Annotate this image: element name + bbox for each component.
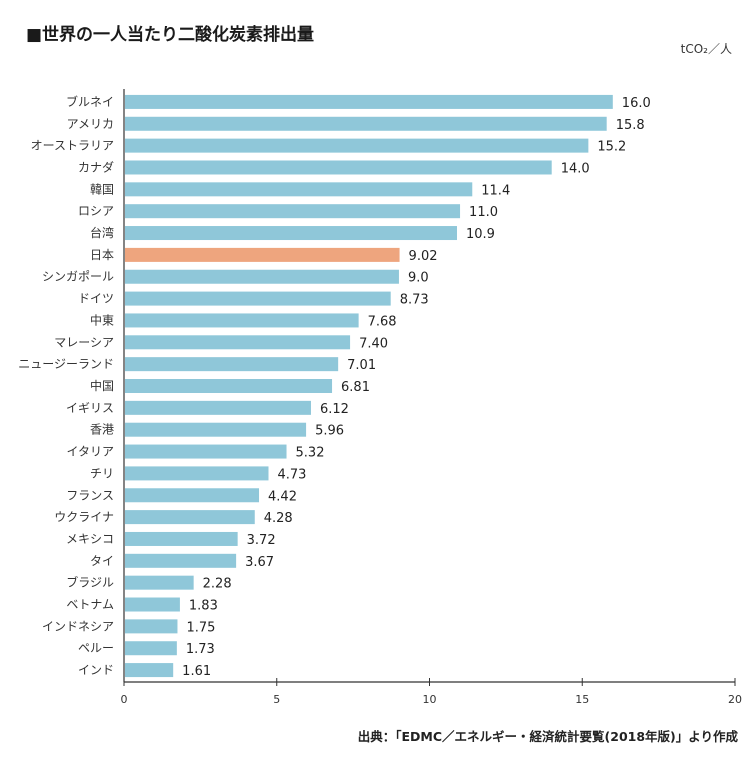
bar — [125, 553, 237, 568]
value-label: 1.61 — [182, 664, 211, 679]
bar-highlight — [125, 247, 400, 262]
value-label: 9.0 — [408, 271, 429, 286]
value-label: 3.72 — [247, 533, 276, 548]
value-label: 11.4 — [481, 183, 510, 198]
chart-title: ■世界の一人当たり二酸化炭素排出量 — [26, 25, 315, 45]
category-label: シンガポール — [42, 270, 114, 284]
x-tick-label: 0 — [121, 693, 128, 706]
category-label: イギリス — [66, 401, 114, 415]
bar — [125, 400, 311, 415]
category-label: ウクライナ — [54, 510, 114, 524]
category-label: ニュージーランド — [18, 357, 114, 371]
category-label: メキシコ — [66, 532, 114, 546]
category-label: カナダ — [78, 159, 114, 174]
bar — [125, 466, 269, 481]
bar — [125, 313, 359, 328]
category-label: ロシア — [78, 204, 114, 218]
bar — [125, 226, 457, 241]
value-label: 4.28 — [264, 511, 293, 526]
category-label: ブラジル — [66, 575, 114, 590]
bar — [125, 204, 461, 219]
bar — [125, 335, 351, 350]
category-label: オーストラリア — [31, 139, 114, 153]
value-label: 2.28 — [203, 577, 232, 592]
x-tick-label: 15 — [575, 693, 589, 706]
bar — [125, 619, 178, 634]
x-tick-label: 10 — [423, 693, 437, 706]
category-label: アメリカ — [67, 117, 114, 131]
bar — [125, 488, 260, 503]
category-label: ブルネイ — [66, 94, 114, 109]
bar — [125, 444, 287, 459]
value-label: 11.0 — [469, 205, 498, 220]
value-label: 7.40 — [359, 336, 388, 351]
value-label: 14.0 — [561, 161, 590, 176]
value-label: 9.02 — [409, 249, 438, 264]
bar — [125, 182, 473, 197]
category-label: 中東 — [90, 312, 114, 327]
category-label: フランス — [66, 488, 114, 502]
value-label: 15.2 — [597, 140, 626, 155]
category-label: マレーシア — [54, 335, 114, 349]
x-tick-label: 5 — [273, 693, 280, 706]
bar — [125, 531, 238, 546]
category-label: 日本 — [90, 248, 114, 262]
category-label: 香港 — [90, 423, 114, 437]
value-label: 10.9 — [466, 227, 495, 242]
category-label: 台湾 — [90, 225, 114, 240]
value-label: 1.75 — [186, 620, 215, 635]
unit-label: tCO₂／人 — [680, 42, 732, 56]
category-label: タイ — [90, 554, 114, 568]
category-label: ベトナム — [66, 598, 114, 612]
value-label: 5.32 — [296, 446, 325, 461]
bar — [125, 641, 177, 656]
bar — [125, 663, 174, 678]
value-label: 8.73 — [400, 293, 429, 308]
value-label: 15.8 — [616, 118, 645, 133]
bar — [125, 291, 391, 306]
category-label: ペルー — [78, 641, 114, 655]
bars-group: ブルネイ 16.0 アメリカ 15.8 オーストラリア 15.2 カナダ 14.0 韓国 11.4… — [18, 94, 651, 679]
bar — [125, 269, 399, 284]
x-axis: 0 5 10 15 20 — [121, 89, 742, 706]
x-tick-label: 20 — [728, 693, 742, 706]
value-label: 7.68 — [368, 314, 397, 329]
bar — [125, 357, 339, 372]
bar — [125, 94, 613, 109]
value-label: 3.67 — [245, 555, 274, 570]
bar — [125, 575, 194, 590]
value-label: 6.81 — [341, 380, 370, 395]
category-label: インド — [78, 663, 114, 677]
bar — [125, 116, 607, 131]
value-label: 6.12 — [320, 402, 349, 417]
category-label: 中国 — [90, 378, 114, 393]
category-label: インドネシア — [42, 619, 114, 633]
value-label: 7.01 — [347, 358, 376, 373]
value-label: 1.83 — [189, 599, 218, 614]
category-label: イタリア — [66, 445, 114, 459]
source-note: 出典：「EDMC／エネルギー・経済統計要覧(2018年版)」より作成 — [357, 729, 738, 744]
category-label: ドイツ — [78, 292, 114, 306]
bar — [125, 510, 255, 525]
bar — [125, 160, 552, 175]
value-label: 1.73 — [186, 642, 215, 657]
value-label: 4.42 — [268, 489, 297, 504]
value-label: 4.73 — [278, 467, 307, 482]
value-label: 16.0 — [622, 96, 651, 111]
value-label: 5.96 — [315, 424, 344, 439]
bar — [125, 597, 180, 612]
category-label: 韓国 — [90, 182, 114, 196]
bar — [125, 379, 333, 393]
bar — [125, 422, 307, 437]
bar — [125, 138, 589, 153]
category-label: チリ — [90, 466, 114, 480]
